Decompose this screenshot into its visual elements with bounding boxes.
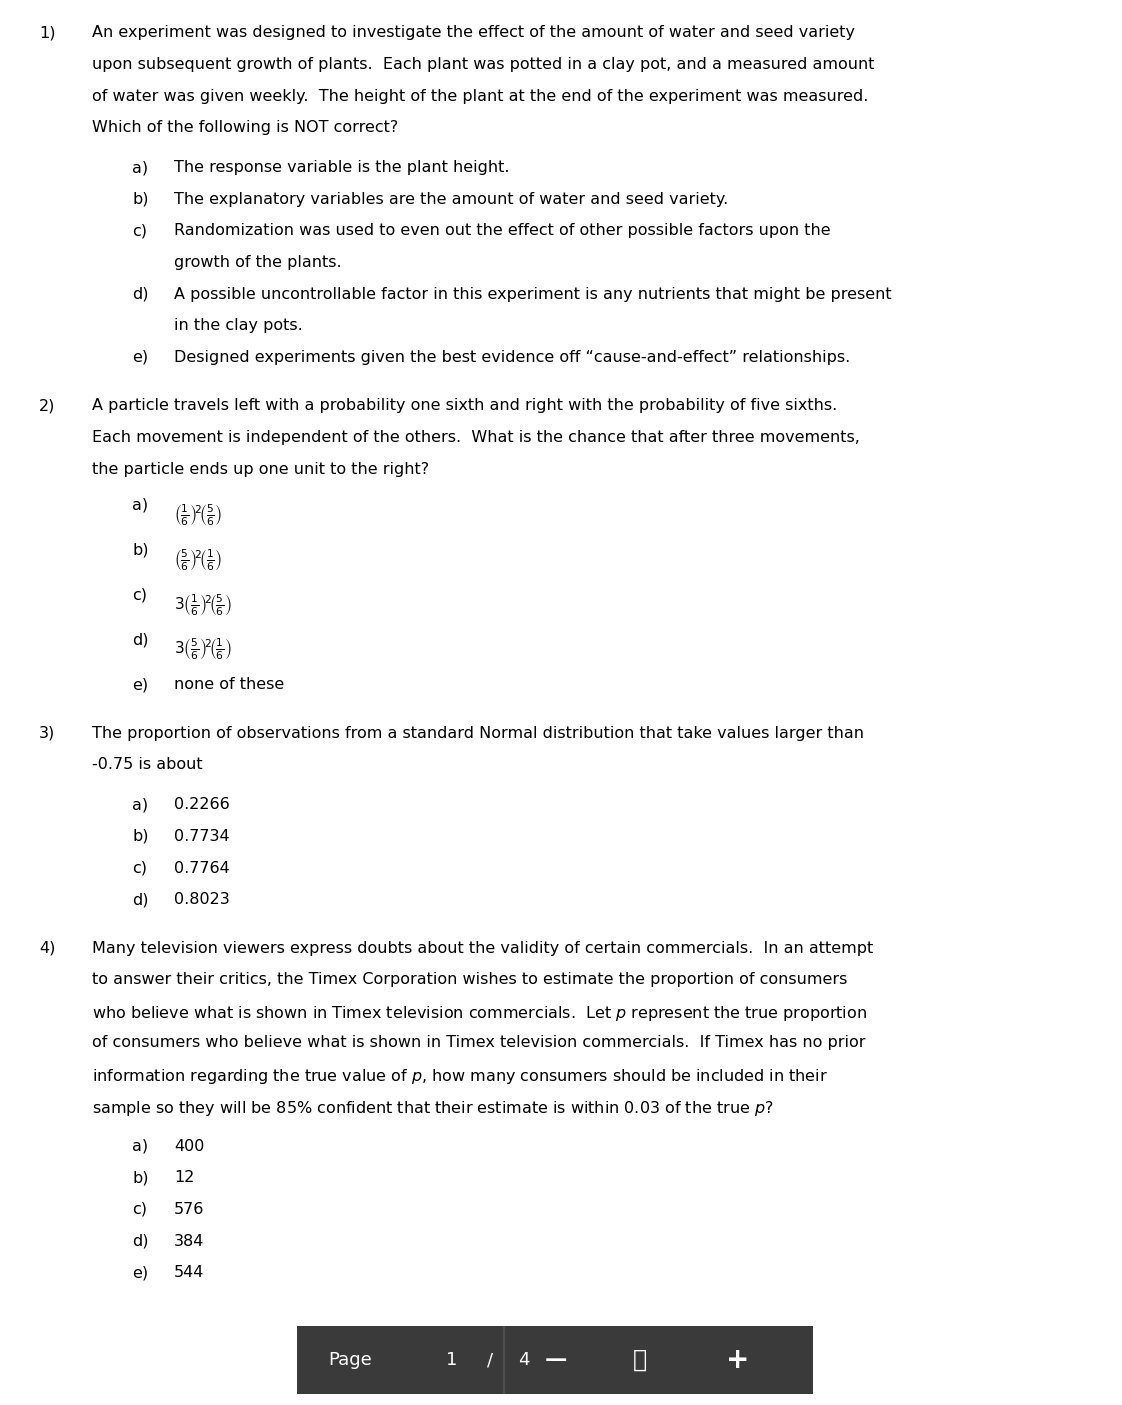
Text: ⌕: ⌕: [633, 1347, 647, 1373]
Text: a): a): [132, 497, 148, 513]
Text: 1: 1: [447, 1352, 458, 1368]
Text: c): c): [132, 587, 147, 603]
Text: 4): 4): [39, 940, 56, 955]
Text: a): a): [132, 797, 148, 812]
Text: 0.8023: 0.8023: [174, 892, 230, 908]
Text: to answer their critics, the Timex Corporation wishes to estimate the proportion: to answer their critics, the Timex Corpo…: [92, 972, 847, 988]
Text: Which of the following is NOT correct?: Which of the following is NOT correct?: [92, 119, 398, 135]
Text: /: /: [487, 1352, 494, 1368]
Text: c): c): [132, 1201, 147, 1217]
Text: d): d): [132, 287, 149, 302]
Text: $\left(\frac{5}{6}\right)^{\!2}\!\left(\frac{1}{6}\right)$: $\left(\frac{5}{6}\right)^{\!2}\!\left(\…: [174, 547, 222, 573]
Text: $3\left(\frac{5}{6}\right)^{\!2}\!\left(\frac{1}{6}\right)$: $3\left(\frac{5}{6}\right)^{\!2}\!\left(…: [174, 636, 232, 663]
Text: a): a): [132, 160, 148, 176]
Text: 0.7734: 0.7734: [174, 829, 230, 844]
Text: b): b): [132, 1170, 149, 1186]
Text: 544: 544: [174, 1264, 204, 1280]
Text: b): b): [132, 191, 149, 207]
Text: growth of the plants.: growth of the plants.: [174, 254, 341, 270]
Text: b): b): [132, 542, 149, 558]
Text: in the clay pots.: in the clay pots.: [174, 318, 303, 333]
Text: none of these: none of these: [174, 677, 284, 693]
Text: The response variable is the plant height.: The response variable is the plant heigh…: [174, 160, 509, 176]
Text: Designed experiments given the best evidence off “cause-and-effect” relationship: Designed experiments given the best evid…: [174, 350, 850, 365]
Text: e): e): [132, 350, 148, 365]
Text: -0.75 is about: -0.75 is about: [92, 757, 203, 773]
Text: The proportion of observations from a standard Normal distribution that take val: The proportion of observations from a st…: [92, 725, 864, 740]
Text: sample so they will be 85% confident that their estimate is within 0.03 of the t: sample so they will be 85% confident tha…: [92, 1099, 774, 1118]
Text: Randomization was used to even out the effect of other possible factors upon the: Randomization was used to even out the e…: [174, 223, 830, 239]
Text: Many television viewers express doubts about the validity of certain commercials: Many television viewers express doubts a…: [92, 940, 873, 955]
Text: b): b): [132, 829, 149, 844]
Text: information regarding the true value of $p$, how many consumers should be includ: information regarding the true value of …: [92, 1066, 828, 1086]
Text: $3\left(\frac{1}{6}\right)^{\!2}\!\left(\frac{5}{6}\right)$: $3\left(\frac{1}{6}\right)^{\!2}\!\left(…: [174, 592, 232, 618]
Text: 12: 12: [174, 1170, 194, 1186]
Text: Each movement is independent of the others.  What is the chance that after three: Each movement is independent of the othe…: [92, 430, 859, 445]
Text: 4: 4: [496, 1352, 531, 1368]
FancyBboxPatch shape: [297, 1326, 813, 1394]
Text: 400: 400: [174, 1138, 204, 1154]
Text: e): e): [132, 1264, 148, 1280]
Text: —: —: [545, 1350, 568, 1370]
Text: a): a): [132, 1138, 148, 1154]
Text: e): e): [132, 677, 148, 693]
Text: the particle ends up one unit to the right?: the particle ends up one unit to the rig…: [92, 461, 429, 476]
Text: The explanatory variables are the amount of water and seed variety.: The explanatory variables are the amount…: [174, 191, 728, 207]
Text: $\left(\frac{1}{6}\right)^{\!2}\!\left(\frac{5}{6}\right)$: $\left(\frac{1}{6}\right)^{\!2}\!\left(\…: [174, 502, 222, 528]
Text: 576: 576: [174, 1201, 204, 1217]
Text: c): c): [132, 860, 147, 875]
Text: c): c): [132, 223, 147, 239]
Text: of water was given weekly.  The height of the plant at the end of the experiment: of water was given weekly. The height of…: [92, 89, 868, 104]
Text: A particle travels left with a probability one sixth and right with the probabil: A particle travels left with a probabili…: [92, 398, 837, 413]
Text: d): d): [132, 1234, 149, 1249]
Text: of consumers who believe what is shown in Timex television commercials.  If Time: of consumers who believe what is shown i…: [92, 1035, 865, 1051]
Text: An experiment was designed to investigate the effect of the amount of water and : An experiment was designed to investigat…: [92, 25, 855, 41]
Text: 1): 1): [39, 25, 56, 41]
Text: A possible uncontrollable factor in this experiment is any nutrients that might : A possible uncontrollable factor in this…: [174, 287, 892, 302]
Text: 3): 3): [39, 725, 55, 740]
Text: 0.7764: 0.7764: [174, 860, 230, 875]
Text: upon subsequent growth of plants.  Each plant was potted in a clay pot, and a me: upon subsequent growth of plants. Each p…: [92, 56, 874, 72]
Text: who believe what is shown in Timex television commercials.  Let $p$ represent th: who believe what is shown in Timex telev…: [92, 1003, 867, 1023]
Text: Page: Page: [329, 1352, 373, 1368]
Text: +: +: [726, 1346, 749, 1374]
Text: d): d): [132, 892, 149, 908]
Text: 384: 384: [174, 1234, 204, 1249]
Text: d): d): [132, 632, 149, 648]
Text: 2): 2): [39, 398, 56, 413]
Text: 0.2266: 0.2266: [174, 797, 230, 812]
